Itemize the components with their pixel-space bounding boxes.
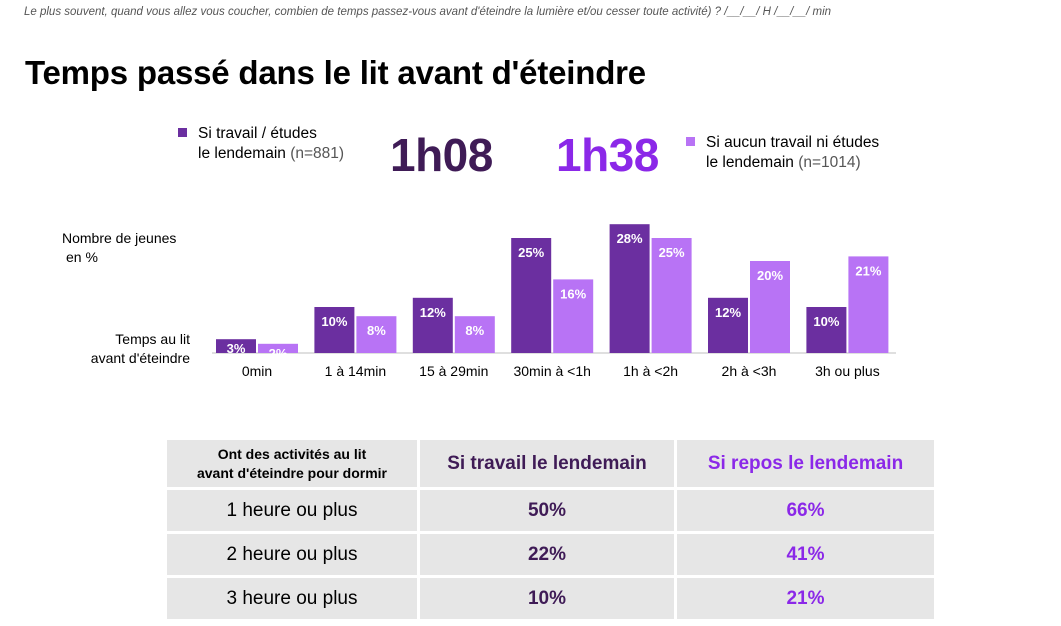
x-axis-label-line2: avant d'éteindre <box>90 350 190 366</box>
legend-rest: Si aucun travail ni études le lendemain … <box>686 133 879 173</box>
summary-table: Ont des activités au lit avant d'éteindr… <box>167 440 934 622</box>
legend-rest-line2-text: le lendemain <box>706 154 794 171</box>
table-cell-rest: 66% <box>677 490 934 534</box>
bar-label-work-1h-a-2h: 28% <box>617 231 643 246</box>
legend-work-line2-text: le lendemain <box>198 145 286 162</box>
bar-rest-2h-a-3h <box>750 261 790 353</box>
table-cell-label: 3 heure ou plus <box>167 578 420 622</box>
legend-work-swatch <box>178 128 187 137</box>
legend-work-n: (n=881) <box>290 145 345 162</box>
bar-work-30min-a-1h <box>511 238 552 353</box>
bar-label-work-1-a-14min: 10% <box>321 314 347 329</box>
x-axis-label: Temps au lit avant d'éteindre <box>60 330 190 368</box>
bar-label-work-2h-a-3h: 12% <box>715 305 741 320</box>
bar-label-rest-1-a-14min: 8% <box>367 323 386 338</box>
bar-label-work-3h-ou-plus: 10% <box>813 314 839 329</box>
table-header-activities: Ont des activités au lit avant d'éteindr… <box>167 440 420 490</box>
legend-work: Si travail / études le lendemain (n=881) <box>178 124 344 164</box>
average-work: 1h08 <box>390 129 493 181</box>
x-tick-label-1-a-14min: 1 à 14min <box>325 363 386 379</box>
bar-work-3h-ou-plus <box>806 307 847 353</box>
bar-label-work-0min: 3% <box>227 341 246 356</box>
bar-label-rest-3h-ou-plus: 21% <box>855 263 881 278</box>
bar-work-2h-a-3h <box>708 297 748 353</box>
table-cell-label: 2 heure ou plus <box>167 534 420 578</box>
x-tick-label-3h-ou-plus: 3h ou plus <box>815 363 880 379</box>
table-header-line1: Ont des activités au lit <box>217 445 367 462</box>
bar-label-rest-15-a-29min: 8% <box>465 323 484 338</box>
average-rest: 1h38 <box>556 129 659 181</box>
bar-chart: 3% 2% 0min 10% 8% 1 à 14min 12% 8% 15 à 29min 25%… <box>212 224 896 379</box>
table-row: 1 heure ou plus 50% 66% <box>167 490 934 534</box>
table-cell-rest: 21% <box>677 578 934 622</box>
bar-rest-1h-a-2h <box>651 238 692 353</box>
x-tick-label-1h-a-2h: 1h à <2h <box>623 363 678 379</box>
table-row: 2 heure ou plus 22% 41% <box>167 534 934 578</box>
bar-rest-30min-a-1h <box>553 279 594 353</box>
table-cell-work: 10% <box>420 578 677 622</box>
x-tick-label-2h-a-3h: 2h à <3h <box>722 363 777 379</box>
bar-label-work-30min-a-1h: 25% <box>518 245 544 260</box>
table-header-row: Ont des activités au lit avant d'éteindr… <box>167 440 934 490</box>
bar-label-rest-30min-a-1h: 16% <box>560 286 586 301</box>
bar-rest-1-a-14min <box>356 316 397 353</box>
page-title: Temps passé dans le lit avant d'éteindre <box>25 54 646 91</box>
bar-rest-15-a-29min <box>454 316 495 353</box>
table-cell-rest: 41% <box>677 534 934 578</box>
bar-rest-0min <box>258 343 298 353</box>
bar-label-rest-1h-a-2h: 25% <box>659 245 685 260</box>
legend-work-line2: le lendemain (n=881) <box>178 144 344 164</box>
bar-work-15-a-29min <box>412 297 453 353</box>
table-cell-work: 50% <box>420 490 677 534</box>
bar-work-0min <box>216 339 256 353</box>
table-header-work: Si travail le lendemain <box>420 440 677 490</box>
bar-label-work-15-a-29min: 12% <box>420 305 446 320</box>
table-header-line2: avant d'éteindre pour dormir <box>196 464 388 481</box>
bar-label-rest-0min: 2% <box>269 346 288 361</box>
bar-work-1-a-14min <box>314 307 355 353</box>
x-tick-label-0min: 0min <box>242 363 272 379</box>
table-header-rest: Si repos le lendemain <box>677 440 934 490</box>
survey-question: Le plus souvent, quand vous allez vous c… <box>24 6 832 18</box>
table-cell-label: 1 heure ou plus <box>167 490 420 534</box>
legend-rest-line1: Si aucun travail ni études <box>706 134 880 151</box>
bar-rest-3h-ou-plus <box>848 256 889 353</box>
legend-rest-line2: le lendemain (n=1014) <box>686 153 879 173</box>
legend-rest-n: (n=1014) <box>798 154 861 171</box>
bar-work-1h-a-2h <box>609 224 650 353</box>
y-axis-label-line2: en % <box>66 249 98 265</box>
x-tick-label-30min-a-1h: 30min à <1h <box>513 363 590 379</box>
bar-label-rest-2h-a-3h: 20% <box>757 268 783 283</box>
y-axis-label-line1: Nombre de jeunes <box>62 230 177 246</box>
table-row: 3 heure ou plus 10% 21% <box>167 578 934 622</box>
x-axis-label-line1: Temps au lit <box>115 331 190 347</box>
y-axis-label: Nombre de jeunes en % <box>62 229 176 267</box>
legend-work-line1: Si travail / études <box>198 125 317 142</box>
table-cell-work: 22% <box>420 534 677 578</box>
x-tick-label-15-a-29min: 15 à 29min <box>419 363 488 379</box>
legend-rest-swatch <box>686 137 695 146</box>
